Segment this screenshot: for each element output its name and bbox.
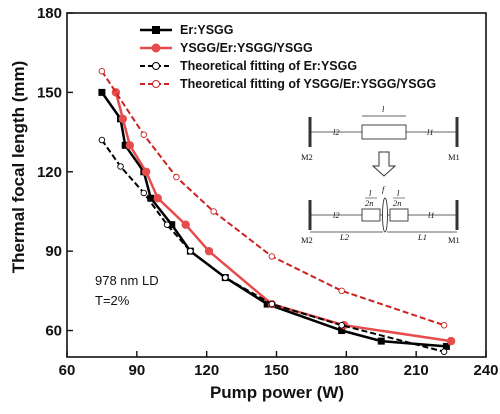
- data-point: [117, 163, 124, 170]
- x-tick-label: 90: [128, 362, 145, 379]
- data-point: [98, 67, 106, 75]
- x-tick-label: 150: [264, 362, 289, 379]
- crystal-half-right: [389, 208, 409, 222]
- data-point: [168, 221, 176, 229]
- label-half-left-den: 2n: [365, 198, 374, 208]
- data-point: [187, 247, 194, 255]
- x-tick-label: 60: [59, 362, 76, 379]
- legend-marker-square: [152, 26, 160, 34]
- data-point: [222, 274, 229, 281]
- thermal-lens: [382, 197, 388, 233]
- data-point: [98, 136, 106, 144]
- label-m2-top: M2: [301, 152, 313, 162]
- label-half-left-num: l: [369, 188, 372, 198]
- data-point: [263, 300, 271, 308]
- data-point: [210, 208, 217, 215]
- data-point: [377, 337, 385, 345]
- y-tick-label: 120: [37, 164, 62, 181]
- data-point: [147, 194, 155, 202]
- series-line: [101, 139, 445, 353]
- data-point: [440, 321, 448, 329]
- x-axis-title: Pump power (W): [210, 383, 344, 402]
- series-line: [114, 92, 452, 343]
- data-point: [173, 173, 180, 181]
- data-point: [204, 246, 214, 256]
- series-theoretical-fitting-of-er-ysgg: [98, 136, 448, 355]
- legend-label-fit-ysgg-er-ysgg-ysgg: Theoretical fitting of YSGG/Er:YSGG/YSGG: [180, 77, 436, 91]
- legend-marker-circle: [151, 43, 161, 53]
- crystal-top: [361, 124, 407, 140]
- data-point: [442, 342, 450, 350]
- y-axis-ticks: 60 90 120 150 180: [37, 5, 73, 340]
- series-layer: [98, 67, 456, 355]
- data-point: [98, 88, 106, 96]
- label-m1-top: M1: [448, 152, 460, 162]
- legend-label-fit-er-ysgg: Theoretical fitting of Er:YSGG: [180, 59, 357, 73]
- x-tick-label: 120: [194, 362, 219, 379]
- y-axis-title: Thermal focal length (mm): [9, 61, 28, 274]
- annotation-transmission: T=2%: [95, 293, 130, 308]
- y-tick-label: 180: [37, 5, 62, 22]
- annotation-pump-source: 978 nm LD: [95, 273, 159, 288]
- y-tick-label: 90: [45, 243, 62, 260]
- label-m1-bottom: M1: [448, 235, 460, 245]
- label-gap-right-bottom: l1: [428, 210, 435, 220]
- label-length-right: L1: [417, 232, 427, 242]
- x-tick-label: 210: [404, 362, 429, 379]
- data-point: [338, 321, 345, 329]
- legend-marker-open-circle-red: [152, 80, 160, 88]
- y-tick-label: 60: [45, 323, 62, 340]
- data-point: [268, 253, 276, 260]
- data-point: [141, 167, 151, 176]
- data-point: [181, 220, 190, 229]
- legend-label-er-ysgg: Er:YSGG: [180, 23, 234, 37]
- data-point: [338, 327, 346, 335]
- x-tick-label: 240: [473, 362, 498, 379]
- data-point: [440, 348, 448, 355]
- legend-marker-open-circle-black: [152, 62, 160, 70]
- y-tick-label: 150: [37, 84, 62, 101]
- label-thermal-lens: f: [382, 184, 386, 194]
- label-gap-left-bottom: l2: [333, 210, 340, 220]
- label-half-right-den: 2n: [393, 198, 402, 208]
- series-theoretical-fitting-of-ysgg-er-ysgg-ysgg: [98, 67, 448, 329]
- label-m2-bottom: M2: [301, 235, 313, 245]
- series-line: [100, 91, 447, 348]
- label-length-left: L2: [339, 232, 350, 242]
- data-point: [125, 141, 135, 150]
- x-axis-ticks: 60 90 120 150 180 210 240: [59, 351, 499, 379]
- transform-arrow: [371, 151, 397, 177]
- legend-label-ysgg-er-ysgg-ysgg: YSGG/Er:YSGG/YSGG: [180, 41, 313, 55]
- cavity-diagram-bottom: f l 2n l 2n l2 l1 L2 L1 M2 M1: [301, 184, 460, 245]
- label-half-right-num: l: [397, 188, 400, 198]
- data-point: [121, 141, 129, 149]
- label-crystal-length-top: l: [382, 104, 385, 114]
- label-gap-left-top: l2: [333, 127, 340, 137]
- data-point: [268, 300, 276, 308]
- label-gap-right-top: l1: [427, 127, 434, 137]
- x-tick-label: 180: [334, 362, 359, 379]
- cavity-diagram-top: M2 M1 l l2 l1: [301, 104, 460, 162]
- crystal-half-left: [361, 208, 381, 222]
- data-point: [140, 189, 148, 197]
- data-point: [446, 336, 456, 346]
- legend: Er:YSGG YSGG/Er:YSGG/YSGG Theoretical fi…: [140, 23, 436, 91]
- data-point: [338, 287, 345, 295]
- data-point: [153, 194, 162, 203]
- data-point: [118, 114, 128, 124]
- cavity-diagram: M2 M1 l l2 l1 f l 2n l 2n l2 l1 L2: [301, 104, 460, 245]
- data-point: [163, 221, 171, 228]
- data-point: [140, 131, 148, 138]
